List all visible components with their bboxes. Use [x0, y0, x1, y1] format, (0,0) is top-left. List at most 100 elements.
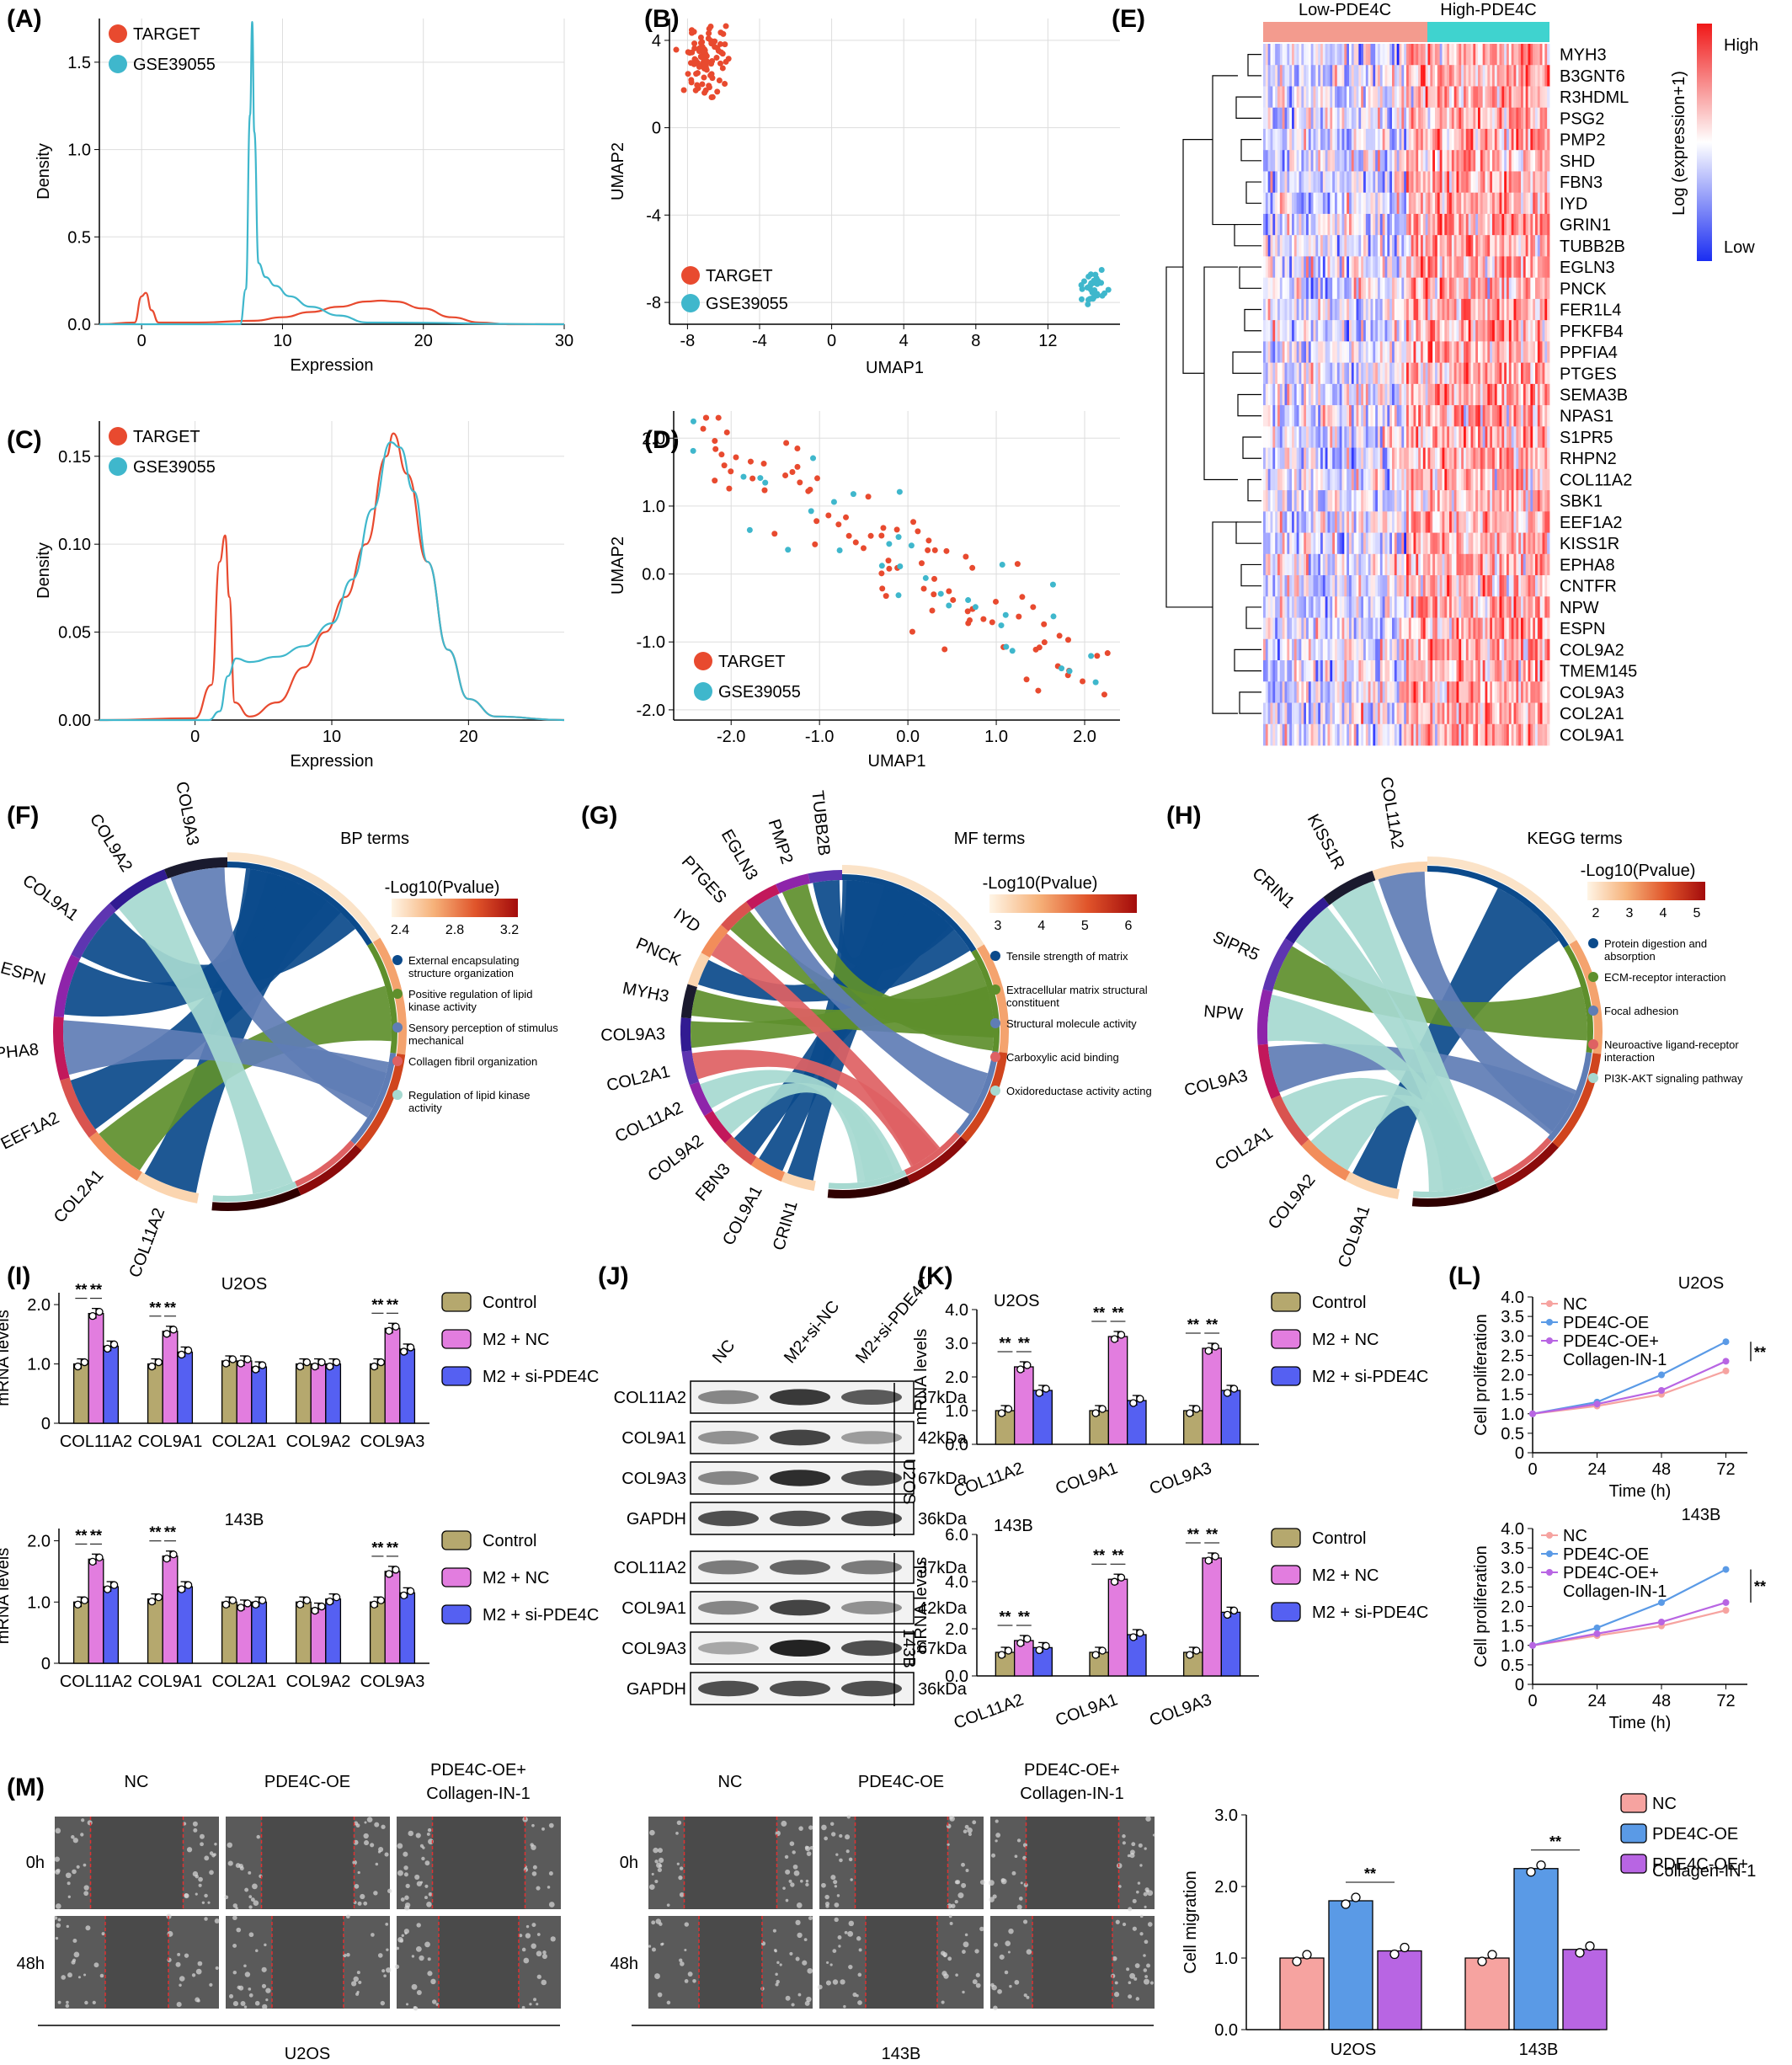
dendrogram-branch: [1235, 96, 1261, 119]
heatmap-cell: [1373, 681, 1376, 703]
heatmap-cell: [1296, 150, 1299, 172]
heatmap-cell: [1404, 383, 1407, 406]
heatmap-cell: [1284, 468, 1288, 491]
heatmap-cell: [1425, 362, 1428, 385]
heatmap-cell: [1373, 532, 1376, 555]
heatmap-cell: [1447, 65, 1450, 87]
heatmap-cell: [1427, 638, 1431, 661]
heatmap-cell: [1544, 511, 1548, 533]
heatmap-cell: [1293, 532, 1298, 555]
heatmap-cell: [1530, 468, 1533, 491]
scatter-point: [699, 81, 706, 88]
heatmap-cell: [1282, 44, 1285, 66]
heatmap-cell: [1263, 150, 1267, 172]
heatmap-cell: [1349, 341, 1352, 364]
heatmap-cell: [1267, 468, 1271, 491]
heatmap-cell: [1470, 723, 1474, 746]
heatmap-cell: [1430, 171, 1433, 194]
heatmap-cell: [1361, 171, 1364, 194]
heatmap-cell: [1289, 575, 1293, 597]
chord-legend-bar: [989, 894, 1137, 913]
heatmap-cell: [1384, 468, 1388, 491]
heatmap-cell: [1422, 362, 1427, 385]
heatmap-cell: [1482, 660, 1485, 682]
x-tick-label: COL9A1: [1053, 1690, 1121, 1730]
heatmap-cell: [1373, 660, 1376, 682]
heatmap-cell: [1265, 405, 1269, 427]
heatmap-cell: [1304, 511, 1307, 533]
heatmap-cell: [1282, 383, 1285, 406]
heatmap-cell: [1451, 383, 1455, 406]
heatmap-cell: [1306, 447, 1309, 470]
heatmap-cell: [1459, 660, 1462, 682]
heatmap-cell: [1336, 128, 1341, 151]
heatmap-cell: [1507, 468, 1510, 491]
scatter-point: [883, 593, 889, 600]
heatmap-cell: [1392, 532, 1395, 555]
heatmap-cell: [1365, 575, 1369, 597]
heatmap-cell: [1418, 150, 1421, 172]
scatter-point: [1094, 653, 1101, 659]
heatmap-cell: [1361, 575, 1364, 597]
heatmap-cell: [1501, 575, 1505, 597]
heatmap-cell: [1282, 341, 1285, 364]
heatmap-cell: [1330, 235, 1333, 257]
heatmap-cell: [1525, 596, 1528, 618]
heatmap-cell: [1341, 596, 1345, 618]
heatmap-cell: [1287, 468, 1290, 491]
scatter-point: [897, 563, 904, 569]
heatmap-cell: [1327, 575, 1331, 597]
heatmap-cell: [1370, 171, 1373, 194]
heatmap-cell: [1490, 660, 1493, 682]
heatmap-cell: [1490, 511, 1493, 533]
heatmap-cell: [1347, 213, 1350, 236]
heatmap-cell: [1304, 150, 1307, 172]
scatter-point: [937, 590, 944, 597]
replicate-dot: [1186, 1409, 1194, 1417]
heatmap-cell: [1358, 213, 1362, 236]
replicate-dot: [221, 1359, 231, 1368]
heatmap-cell: [1406, 235, 1410, 257]
heatmap-cell: [1399, 617, 1402, 640]
x-tick-label: COL9A3: [360, 1673, 425, 1691]
heatmap-cell: [1444, 128, 1448, 151]
heatmap-cell: [1339, 490, 1342, 512]
heatmap-cell: [1507, 575, 1510, 597]
heatmap-cell: [1308, 320, 1312, 342]
heatmap-cell: [1392, 320, 1395, 342]
heatmap-cell: [1453, 702, 1457, 725]
heatmap-cell: [1421, 192, 1424, 215]
bar-m2-si-pde4c: [251, 1366, 268, 1424]
heatmap-cell: [1332, 192, 1336, 215]
heatmap-cell: [1375, 298, 1379, 321]
heatmap-cell: [1330, 553, 1333, 576]
heatmap-cell: [1375, 86, 1379, 109]
heatmap-cell: [1282, 65, 1285, 87]
x-tick-label: COL11A2: [60, 1433, 132, 1451]
heatmap-cell: [1404, 447, 1407, 470]
heatmap-cell: [1306, 107, 1309, 130]
heatmap-cell: [1306, 638, 1309, 661]
heatmap-cell: [1301, 65, 1304, 87]
heatmap-cell: [1530, 575, 1533, 597]
heatmap-cell: [1453, 150, 1457, 172]
heatmap-cell: [1535, 405, 1539, 427]
term-legend-text: Structural molecule activity: [1006, 1017, 1137, 1030]
scatter-point: [1016, 613, 1022, 620]
heatmap-cell: [1444, 511, 1448, 533]
heatmap-cell: [1336, 235, 1341, 257]
heatmap-cell: [1507, 723, 1510, 746]
heatmap-cell: [1447, 150, 1450, 172]
heatmap-cell: [1394, 702, 1398, 725]
heatmap-cell: [1293, 65, 1298, 87]
heatmap-cell: [1437, 86, 1441, 109]
replicate-dot: [997, 1409, 1006, 1417]
heatmap-cell: [1530, 660, 1533, 682]
heatmap-cell: [1339, 426, 1342, 449]
heatmap-cell: [1449, 256, 1453, 279]
heatmap-cell: [1470, 575, 1474, 597]
heatmap-cell: [1444, 532, 1448, 555]
heatmap-cell: [1404, 511, 1407, 533]
heatmap-cell: [1533, 320, 1536, 342]
heatmap-cell: [1518, 362, 1522, 385]
